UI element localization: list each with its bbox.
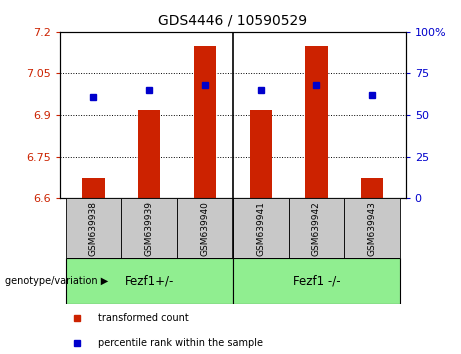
Text: GSM639942: GSM639942	[312, 201, 321, 256]
Text: GSM639938: GSM639938	[89, 201, 98, 256]
Bar	[65, 198, 121, 258]
Bar	[65, 258, 233, 304]
Text: Fezf1+/-: Fezf1+/-	[124, 275, 174, 288]
Bar	[289, 198, 344, 258]
Bar	[344, 198, 400, 258]
Bar	[233, 258, 400, 304]
Bar	[194, 46, 216, 198]
Bar	[82, 178, 105, 198]
Bar	[233, 198, 289, 258]
Bar	[249, 109, 272, 198]
Text: genotype/variation ▶: genotype/variation ▶	[5, 276, 108, 286]
Text: GSM639941: GSM639941	[256, 201, 265, 256]
Text: GSM639940: GSM639940	[201, 201, 209, 256]
Bar	[121, 198, 177, 258]
Bar	[177, 198, 233, 258]
Bar	[138, 109, 160, 198]
Bar	[305, 46, 328, 198]
Text: GSM639943: GSM639943	[368, 201, 377, 256]
Text: percentile rank within the sample: percentile rank within the sample	[98, 338, 263, 348]
Text: Fezf1 -/-: Fezf1 -/-	[293, 275, 340, 288]
Text: transformed count: transformed count	[98, 313, 189, 323]
Text: GSM639939: GSM639939	[145, 201, 154, 256]
Title: GDS4446 / 10590529: GDS4446 / 10590529	[158, 14, 307, 28]
Bar	[361, 178, 384, 198]
